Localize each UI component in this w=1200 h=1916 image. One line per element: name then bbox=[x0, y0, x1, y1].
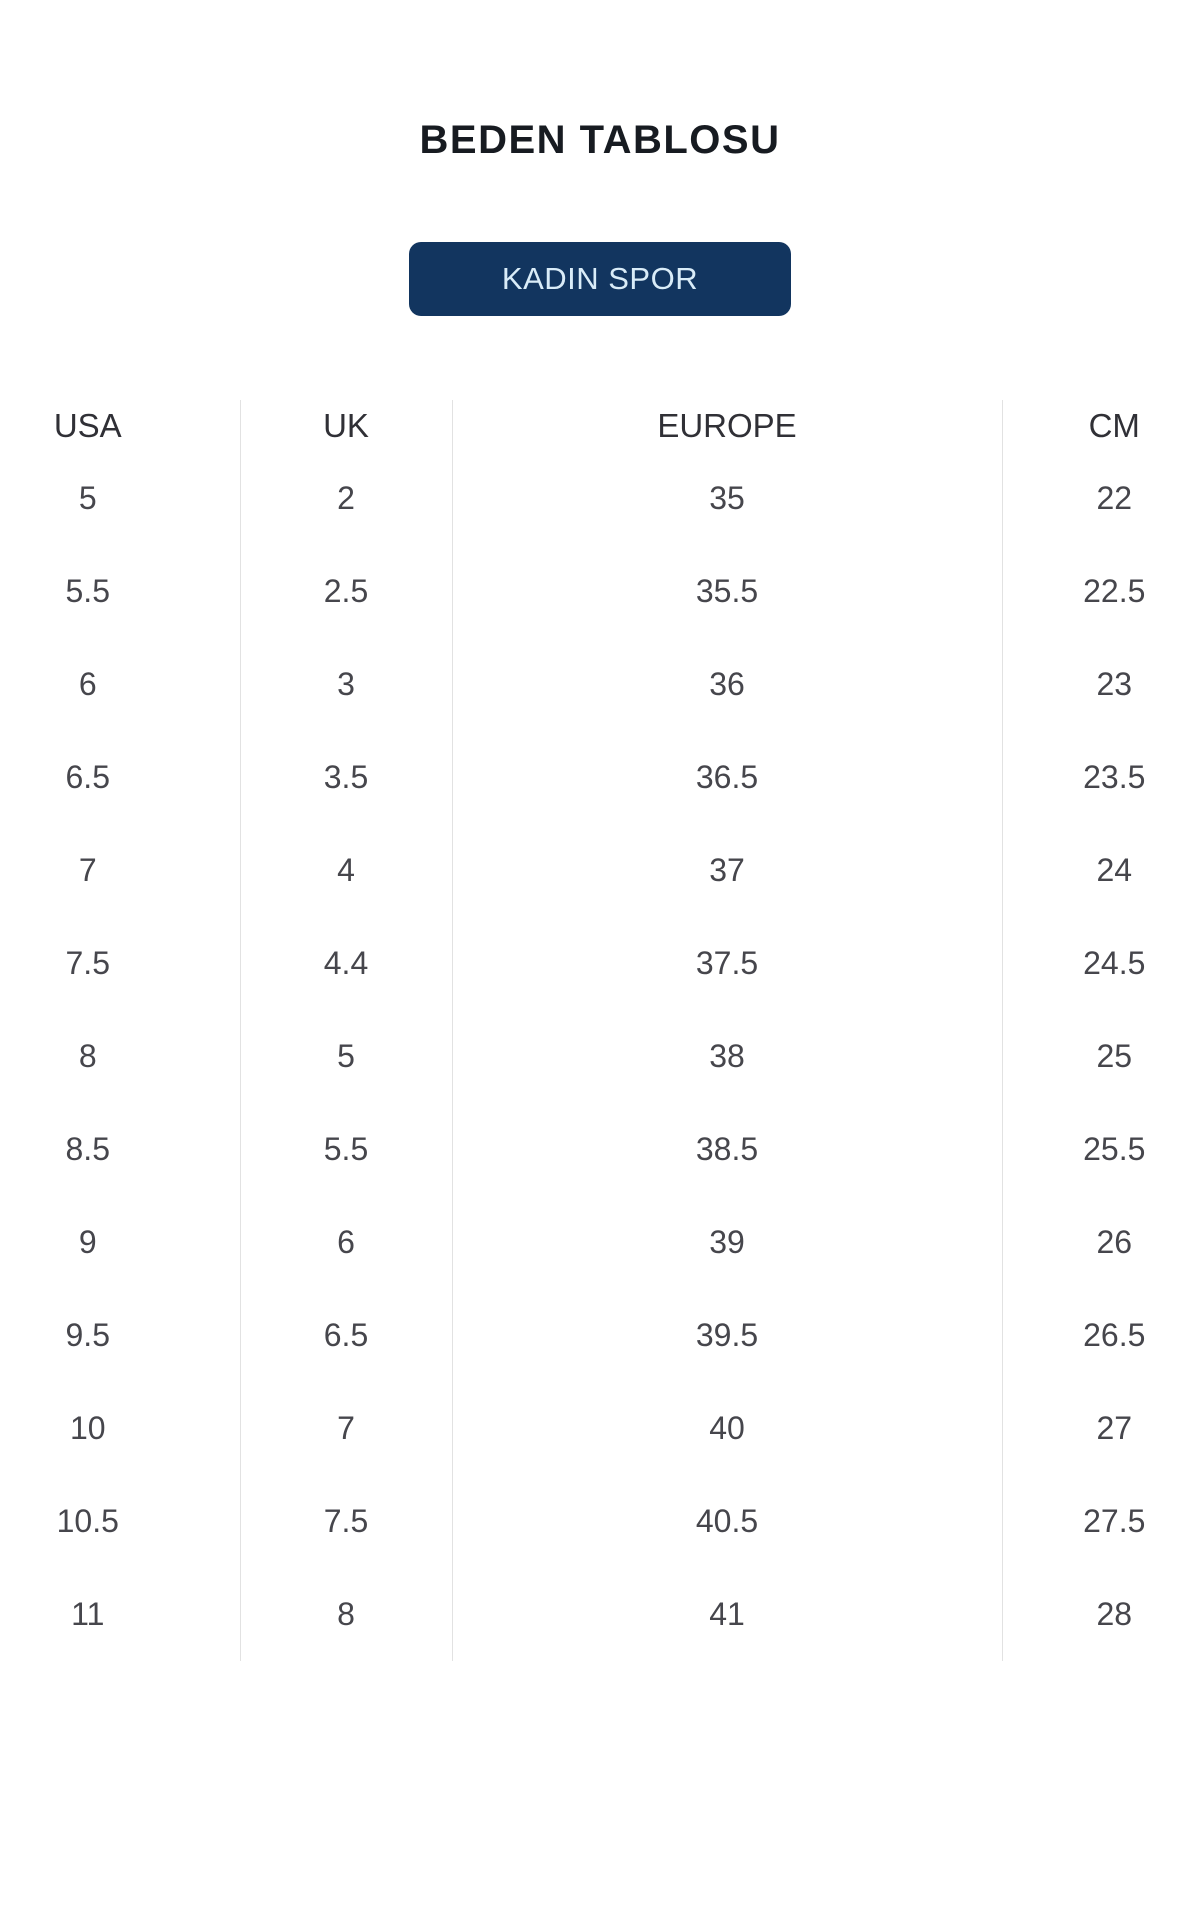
table-cell: 7.5 bbox=[0, 917, 241, 1010]
table-cell: 24.5 bbox=[1083, 945, 1146, 981]
table-cell: 38.5 bbox=[452, 1103, 1003, 1196]
table-cell: 6.5 bbox=[0, 731, 241, 824]
table-cell: 38 bbox=[452, 1010, 1003, 1103]
size-conversion-table: USA UK EUROPE CM 5 2 35 22 5.5 2.5 35.5 … bbox=[0, 400, 1200, 1661]
table-row: 7.5 4.4 37.5 24.5 bbox=[0, 917, 1200, 1010]
table-cell: 11 bbox=[0, 1568, 241, 1661]
table-row: 5.5 2.5 35.5 22.5 bbox=[0, 545, 1200, 638]
table-row: 10.5 7.5 40.5 27.5 bbox=[0, 1475, 1200, 1568]
table-cell: 26.5 bbox=[1083, 1317, 1146, 1353]
table-cell: 35.5 bbox=[452, 545, 1003, 638]
table-cell: 6 bbox=[240, 1196, 453, 1289]
table-cell: 23 bbox=[1096, 666, 1133, 702]
table-row: 10 7 40 27 bbox=[0, 1382, 1200, 1475]
table-cell: 9 bbox=[0, 1196, 241, 1289]
table-cell: 39.5 bbox=[452, 1289, 1003, 1382]
table-cell: 10 bbox=[0, 1382, 241, 1475]
table-cell: 36.5 bbox=[452, 731, 1003, 824]
table-cell: 26 bbox=[1096, 1224, 1133, 1260]
table-cell: 36 bbox=[452, 638, 1003, 731]
table-cell: 37.5 bbox=[452, 917, 1003, 1010]
table-cell: 4.4 bbox=[240, 917, 453, 1010]
table-cell: 2.5 bbox=[240, 545, 453, 638]
table-cell: 2 bbox=[240, 452, 453, 545]
table-cell: 24 bbox=[1096, 852, 1133, 888]
table-cell: 23.5 bbox=[1083, 759, 1146, 795]
table-cell: 37 bbox=[452, 824, 1003, 917]
page-title: BEDEN TABLOSU bbox=[419, 118, 781, 162]
table-cell: 5.5 bbox=[240, 1103, 453, 1196]
table-cell: 27 bbox=[1096, 1410, 1133, 1446]
table-cell: 4 bbox=[240, 824, 453, 917]
table-row: 7 4 37 24 bbox=[0, 824, 1200, 917]
table-row: 6 3 36 23 bbox=[0, 638, 1200, 731]
table-cell: 7 bbox=[240, 1382, 453, 1475]
table-cell: 7 bbox=[0, 824, 241, 917]
table-cell: 5.5 bbox=[0, 545, 241, 638]
table-cell: 9.5 bbox=[0, 1289, 241, 1382]
table-row: 8 5 38 25 bbox=[0, 1010, 1200, 1103]
table-row: 8.5 5.5 38.5 25.5 bbox=[0, 1103, 1200, 1196]
table-cell: 8 bbox=[0, 1010, 241, 1103]
table-cell: 3.5 bbox=[240, 731, 453, 824]
table-cell: 27.5 bbox=[1083, 1503, 1146, 1539]
table-cell: 25.5 bbox=[1083, 1131, 1146, 1167]
table-cell: 6 bbox=[0, 638, 241, 731]
table-cell: 35 bbox=[452, 452, 1003, 545]
table-cell: 8.5 bbox=[0, 1103, 241, 1196]
table-cell: 40.5 bbox=[452, 1475, 1003, 1568]
table-cell: 40 bbox=[452, 1382, 1003, 1475]
table-cell: 25 bbox=[1096, 1038, 1133, 1074]
table-cell: 3 bbox=[240, 638, 453, 731]
table-row: 11 8 41 28 bbox=[0, 1568, 1200, 1661]
column-header-uk: UK bbox=[240, 400, 453, 452]
table-cell: 5 bbox=[0, 452, 241, 545]
table-cell: 7.5 bbox=[240, 1475, 453, 1568]
table-header-row: USA UK EUROPE CM bbox=[0, 400, 1200, 452]
table-cell: 8 bbox=[240, 1568, 453, 1661]
table-cell: 39 bbox=[452, 1196, 1003, 1289]
category-button-kadin-spor[interactable]: KADIN SPOR bbox=[409, 242, 791, 316]
table-cell: 41 bbox=[452, 1568, 1003, 1661]
table-cell: 6.5 bbox=[240, 1289, 453, 1382]
table-row: 6.5 3.5 36.5 23.5 bbox=[0, 731, 1200, 824]
table-cell: 28 bbox=[1096, 1596, 1133, 1632]
table-row: 9 6 39 26 bbox=[0, 1196, 1200, 1289]
column-header-cm: CM bbox=[1088, 407, 1140, 444]
column-header-europe: EUROPE bbox=[452, 400, 1003, 452]
table-row: 9.5 6.5 39.5 26.5 bbox=[0, 1289, 1200, 1382]
table-cell: 22.5 bbox=[1083, 573, 1146, 609]
table-row: 5 2 35 22 bbox=[0, 452, 1200, 545]
table-cell: 10.5 bbox=[0, 1475, 241, 1568]
column-header-usa: USA bbox=[0, 400, 241, 452]
table-cell: 22 bbox=[1096, 480, 1133, 516]
table-cell: 5 bbox=[240, 1010, 453, 1103]
